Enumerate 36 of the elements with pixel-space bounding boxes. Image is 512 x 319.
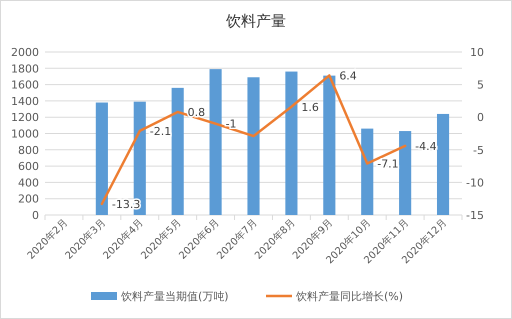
y-tick-label: 1400 — [11, 94, 39, 108]
data-label: 1.6 — [301, 100, 319, 114]
bar — [285, 72, 298, 215]
y-tick-label: 0 — [32, 209, 39, 222]
data-label: 0.8 — [188, 106, 206, 119]
y-tick-label: 2000 — [11, 46, 39, 59]
data-label: 6.4 — [339, 69, 357, 82]
y2-tick-label: -15 — [466, 209, 484, 222]
bar — [172, 88, 184, 215]
legend-label: 饮料产量同比增长(%) — [295, 290, 404, 303]
chart-title: 饮料产量 — [225, 12, 286, 30]
y2-tick-label: 5 — [477, 78, 484, 92]
y-tick-label: 1000 — [11, 128, 39, 140]
y-tick-label: 800 — [18, 144, 39, 157]
y2-tick-label: 0 — [477, 111, 484, 124]
data-label: -2.1 — [150, 124, 172, 138]
data-label: -7.1 — [377, 157, 399, 170]
data-label: -1 — [226, 118, 237, 131]
bar — [247, 77, 260, 215]
y-tick-label: 200 — [18, 192, 39, 206]
bar — [436, 114, 450, 215]
y2-tick-label: -5 — [473, 144, 484, 157]
y-tick-label: 1200 — [11, 111, 39, 124]
legend-label: 饮料产量当期值(万吨) — [120, 290, 229, 303]
y-tick-label: 1600 — [11, 78, 39, 92]
y2-tick-label: 10 — [470, 46, 484, 59]
bar — [96, 102, 108, 215]
bar — [323, 76, 336, 215]
y2-tick-label: -10 — [466, 176, 484, 190]
bar — [361, 128, 374, 215]
bar — [399, 131, 412, 215]
y-tick-label: 400 — [18, 176, 39, 190]
y-tick-label: 1800 — [11, 62, 39, 76]
y-tick-label: 600 — [18, 160, 39, 174]
data-label: -4.4 — [415, 140, 437, 153]
bar — [210, 69, 222, 215]
